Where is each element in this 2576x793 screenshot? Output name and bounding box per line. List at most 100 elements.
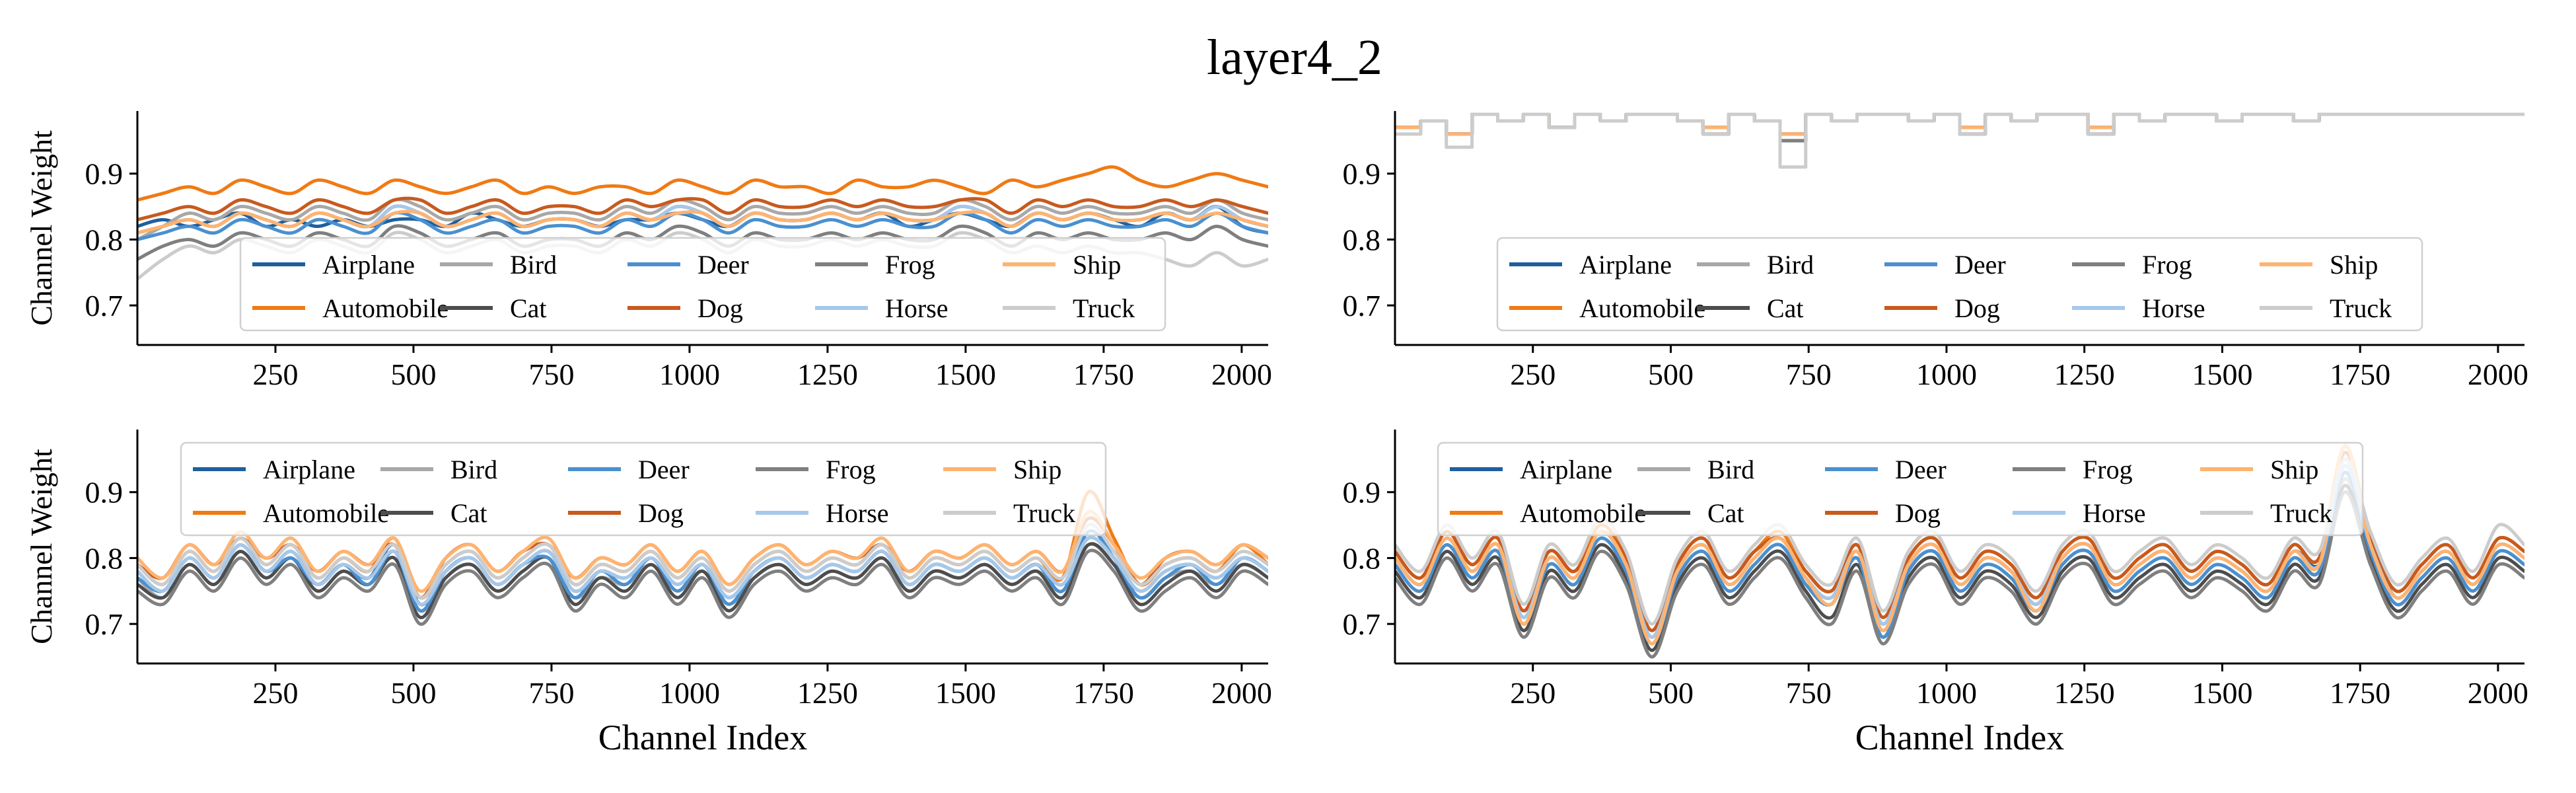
legend-item-automobile: Automobile (1450, 498, 1646, 528)
x-tick-label: 250 (1510, 676, 1556, 710)
y-tick-label: 0.8 (85, 223, 124, 256)
legend-label: Automobile (322, 293, 448, 323)
x-tick-label: 500 (1648, 676, 1694, 710)
legend-label: Deer (638, 455, 690, 484)
legend-item-airplane: Airplane (1450, 455, 1612, 484)
legend-item-dog: Dog (568, 498, 684, 528)
y-axis-label: Channel Weight (24, 130, 58, 326)
x-tick-label: 1000 (659, 358, 720, 391)
legend-item-frog: Frog (2013, 455, 2133, 484)
legend-item-airplane: Airplane (252, 250, 415, 280)
y-tick-label: 0.9 (85, 476, 124, 510)
series-line-cat (137, 542, 1268, 619)
legend-item-cat: Cat (1697, 293, 1804, 323)
x-tick-label: 1500 (935, 358, 996, 391)
legend-label: Frog (2142, 250, 2192, 280)
legend-label: Automobile (263, 498, 389, 528)
x-tick-label: 2000 (1211, 358, 1272, 391)
legend-label: Bird (1707, 455, 1754, 484)
x-tick-label: 1000 (1916, 676, 1977, 710)
legend-label: Cat (510, 293, 547, 323)
y-tick-label: 0.7 (85, 289, 124, 322)
y-tick-label: 0.8 (1343, 541, 1381, 575)
legend-label: Ship (2330, 250, 2378, 280)
legend: Airplane Bird Deer Frog Ship Automobile Cat Dog… (1496, 237, 2423, 332)
x-tick-label: 1500 (2192, 676, 2252, 710)
legend-label: Ship (1013, 455, 1061, 484)
series-line-frog (137, 548, 1268, 626)
legend-item-horse: Horse (2072, 293, 2205, 323)
legend-label: Cat (1707, 498, 1744, 528)
x-tick-label: 750 (528, 358, 574, 391)
series-line-ship (137, 209, 1268, 235)
legend-item-ship: Ship (943, 455, 1061, 484)
series-group (1395, 112, 2524, 169)
legend-label: Frog (2083, 455, 2133, 484)
legend-item-dog: Dog (1825, 498, 1941, 528)
x-axis-label: Channel Index (1855, 718, 2064, 757)
x-tick-label: 1500 (2192, 358, 2252, 391)
legend-label: Truck (1013, 498, 1075, 528)
legend-label: Frog (826, 455, 876, 484)
legend-label: Automobile (1579, 293, 1705, 323)
legend-item-truck: Truck (1003, 293, 1135, 323)
x-tick-label: 1250 (797, 676, 858, 710)
y-tick-label: 0.9 (1343, 157, 1381, 191)
y-tick-label: 0.8 (1343, 223, 1381, 256)
legend-label: Horse (885, 293, 948, 323)
legend-label: Airplane (322, 250, 415, 280)
legend-label: Dog (1954, 293, 2000, 323)
legend-label: Ship (1073, 250, 1121, 280)
x-tick-label: 1500 (935, 676, 996, 710)
legend-label: Truck (1073, 293, 1135, 323)
series-line-automobile (137, 165, 1268, 202)
legend-label: Bird (1767, 250, 1814, 280)
x-tick-label: 500 (1648, 358, 1694, 391)
x-tick-label: 500 (390, 676, 436, 710)
legend-item-deer: Deer (568, 455, 690, 484)
legend-label: Deer (1895, 455, 1947, 484)
legend-item-truck: Truck (943, 498, 1075, 528)
legend-item-bird: Bird (1637, 455, 1754, 484)
legend-item-deer: Deer (1825, 455, 1947, 484)
legend-item-bird: Bird (440, 250, 557, 280)
legend: Airplane Bird Deer Frog Ship Automobile Cat Dog… (1437, 441, 2364, 537)
series-line-truck (1395, 112, 2524, 169)
legend-item-horse: Horse (2013, 498, 2146, 528)
legend-label: Horse (2142, 293, 2205, 323)
legend-label: Dog (638, 498, 684, 528)
legend-label: Cat (450, 498, 487, 528)
x-tick-label: 2000 (1211, 676, 1272, 710)
legend-item-horse: Horse (756, 498, 889, 528)
legend-label: Truck (2330, 293, 2392, 323)
legend-label: Automobile (1520, 498, 1646, 528)
legend-label: Deer (698, 250, 749, 280)
legend-item-truck: Truck (2200, 498, 2332, 528)
legend-item-dog: Dog (627, 293, 743, 323)
series-line-truck (137, 523, 1268, 599)
legend-item-bird: Bird (380, 455, 497, 484)
x-tick-label: 750 (528, 676, 574, 710)
legend-label: Truck (2270, 498, 2332, 528)
x-tick-label: 500 (390, 358, 436, 391)
legend-item-ship: Ship (2200, 455, 2318, 484)
legend-label: Bird (510, 250, 557, 280)
legend-item-airplane: Airplane (193, 455, 355, 484)
legend-item-horse: Horse (815, 293, 948, 323)
x-tick-label: 1750 (1073, 358, 1134, 391)
legend-item-frog: Frog (756, 455, 876, 484)
x-tick-label: 2000 (2468, 676, 2528, 710)
x-tick-label: 250 (252, 676, 298, 710)
legend-item-automobile: Automobile (252, 293, 448, 323)
legend: Airplane Bird Deer Frog Ship Automobile Cat Dog… (180, 441, 1107, 537)
series-line-dog (137, 196, 1268, 221)
legend-label: Horse (826, 498, 889, 528)
legend-item-truck: Truck (2260, 293, 2392, 323)
y-tick-label: 0.9 (1343, 476, 1381, 510)
x-tick-label: 750 (1786, 676, 1832, 710)
x-tick-label: 1250 (2054, 676, 2115, 710)
legend-label: Dog (1895, 498, 1941, 528)
x-tick-label: 1000 (1916, 358, 1977, 391)
legend-label: Airplane (1579, 250, 1672, 280)
legend-item-deer: Deer (627, 250, 749, 280)
